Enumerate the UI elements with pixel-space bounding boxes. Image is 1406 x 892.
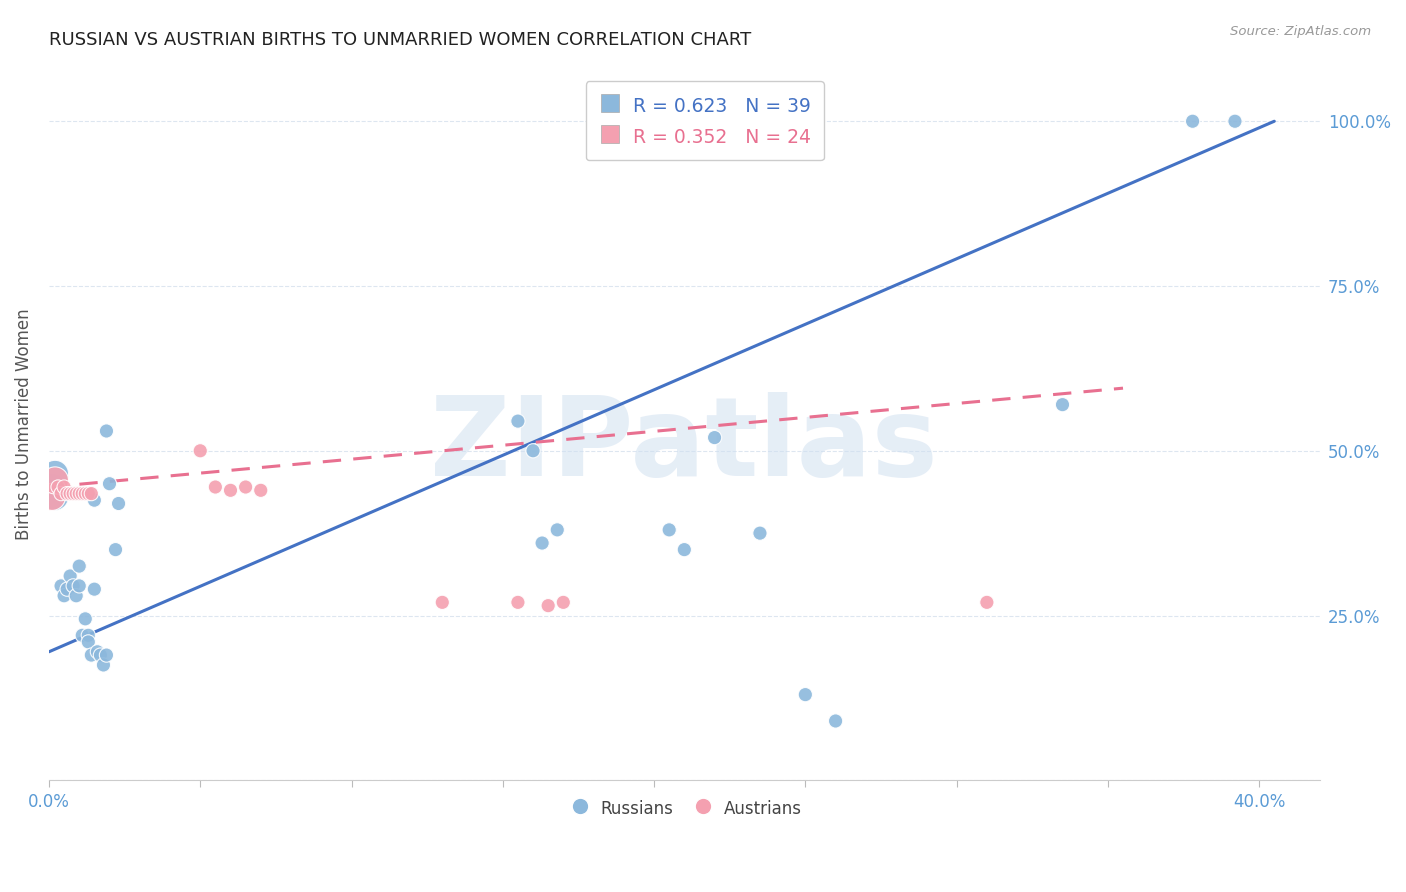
Point xyxy=(56,486,79,500)
Point xyxy=(75,612,97,626)
Point xyxy=(62,486,84,500)
Point xyxy=(83,582,105,597)
Point xyxy=(41,480,63,494)
Point xyxy=(67,559,90,574)
Y-axis label: Births to Unmarried Women: Births to Unmarried Women xyxy=(15,309,32,541)
Legend: Russians, Austrians: Russians, Austrians xyxy=(561,792,808,825)
Point xyxy=(96,648,118,662)
Point xyxy=(65,486,87,500)
Point xyxy=(44,474,66,488)
Point xyxy=(49,579,72,593)
Point xyxy=(59,569,82,583)
Point xyxy=(107,496,129,510)
Point xyxy=(104,542,127,557)
Point xyxy=(749,526,772,541)
Point xyxy=(824,714,846,728)
Point xyxy=(1181,114,1204,128)
Point xyxy=(62,579,84,593)
Point xyxy=(67,486,90,500)
Point xyxy=(44,490,66,504)
Point xyxy=(41,490,63,504)
Point xyxy=(204,480,226,494)
Point xyxy=(432,595,454,609)
Point xyxy=(89,648,111,662)
Point xyxy=(72,486,94,500)
Point xyxy=(1052,398,1074,412)
Point xyxy=(83,493,105,508)
Text: Source: ZipAtlas.com: Source: ZipAtlas.com xyxy=(1230,25,1371,38)
Point xyxy=(44,467,66,481)
Point xyxy=(72,628,94,642)
Point xyxy=(703,431,725,445)
Point xyxy=(77,486,100,500)
Point xyxy=(522,443,544,458)
Point xyxy=(537,599,560,613)
Point xyxy=(673,542,696,557)
Point xyxy=(80,648,103,662)
Point xyxy=(249,483,271,498)
Point xyxy=(80,486,103,500)
Point xyxy=(46,480,69,494)
Text: RUSSIAN VS AUSTRIAN BIRTHS TO UNMARRIED WOMEN CORRELATION CHART: RUSSIAN VS AUSTRIAN BIRTHS TO UNMARRIED … xyxy=(49,31,751,49)
Point xyxy=(235,480,257,494)
Point xyxy=(976,595,998,609)
Point xyxy=(59,486,82,500)
Point xyxy=(65,589,87,603)
Point xyxy=(506,414,529,428)
Point xyxy=(553,595,575,609)
Point xyxy=(506,595,529,609)
Point xyxy=(77,628,100,642)
Point xyxy=(96,424,118,438)
Point xyxy=(658,523,681,537)
Point xyxy=(219,483,242,498)
Point xyxy=(531,536,554,550)
Text: ZIPatlas: ZIPatlas xyxy=(430,392,938,500)
Point xyxy=(53,480,76,494)
Point xyxy=(75,486,97,500)
Point xyxy=(794,688,817,702)
Point xyxy=(49,486,72,500)
Point xyxy=(67,579,90,593)
Point xyxy=(56,582,79,597)
Point xyxy=(98,476,121,491)
Point xyxy=(86,645,108,659)
Point xyxy=(546,523,568,537)
Point xyxy=(53,589,76,603)
Point xyxy=(1223,114,1246,128)
Point xyxy=(77,635,100,649)
Point xyxy=(93,657,115,672)
Point xyxy=(188,443,211,458)
